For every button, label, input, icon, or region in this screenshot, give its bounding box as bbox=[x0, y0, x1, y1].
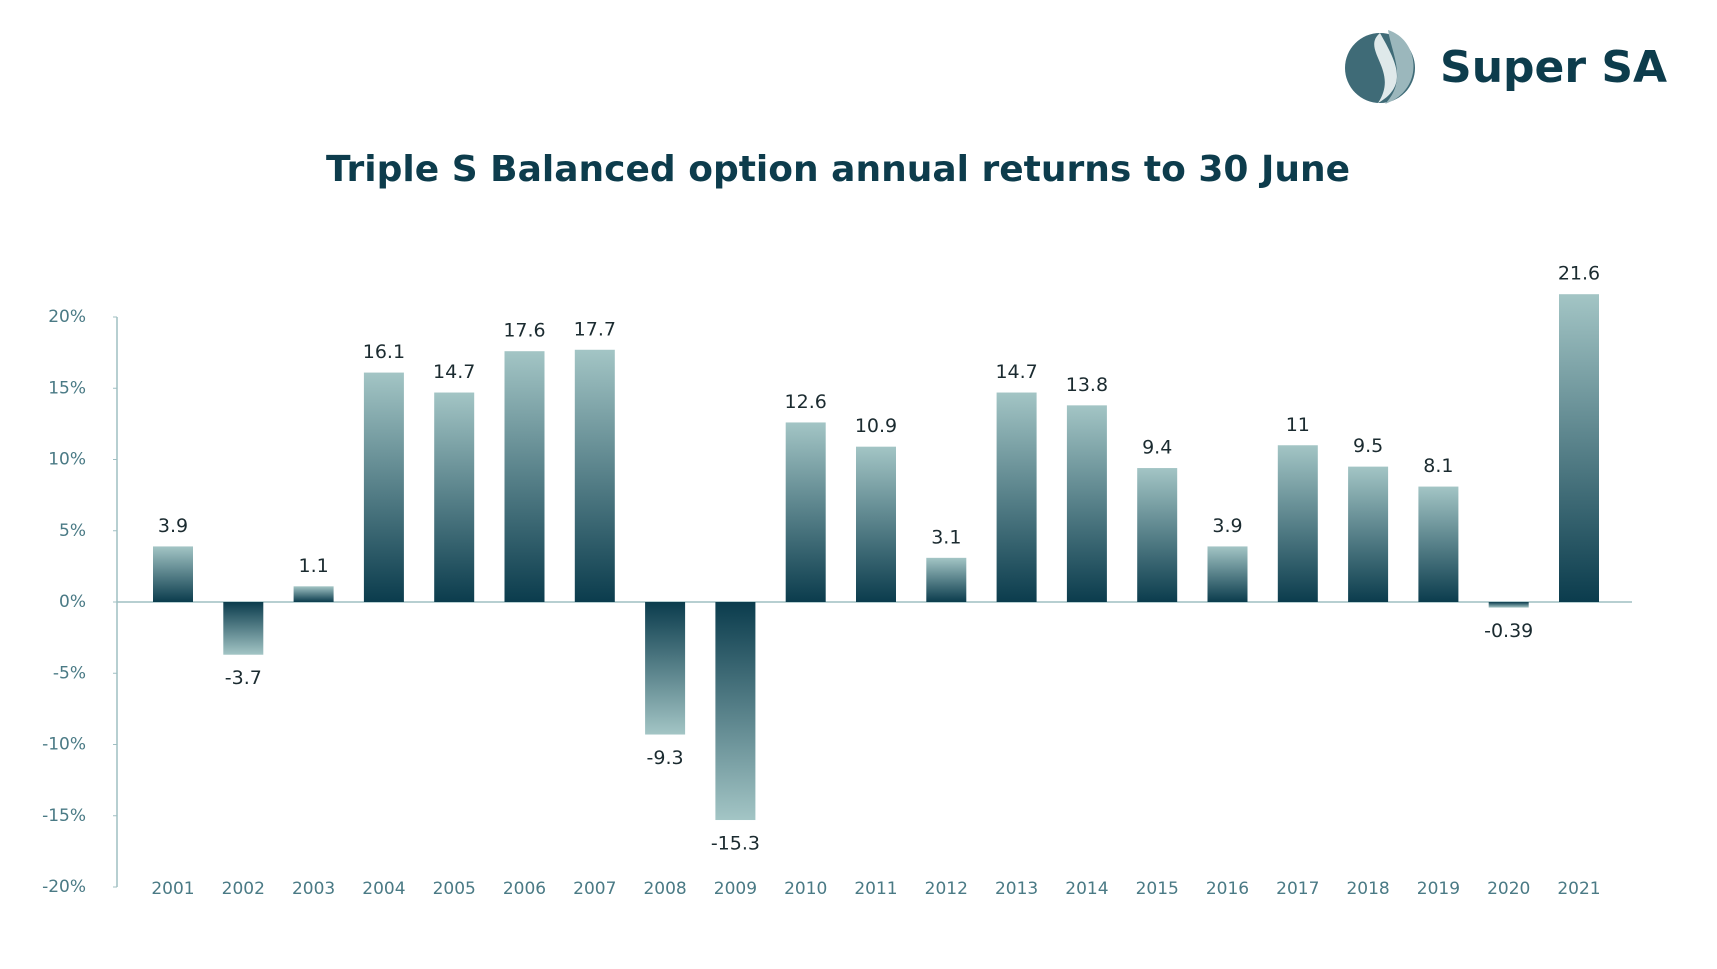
value-label: 17.6 bbox=[503, 320, 545, 342]
y-tick-label: 15% bbox=[48, 378, 86, 398]
bar bbox=[434, 392, 475, 602]
y-tick-label: 5% bbox=[59, 521, 86, 541]
bar bbox=[363, 372, 404, 602]
value-label: 11 bbox=[1286, 414, 1310, 436]
x-tick-label: 2005 bbox=[433, 879, 476, 899]
logo bbox=[1345, 30, 1415, 104]
value-label: 9.5 bbox=[1353, 435, 1383, 457]
value-label: 12.6 bbox=[785, 391, 827, 413]
value-label: -9.3 bbox=[647, 747, 684, 769]
x-tick-label: 2021 bbox=[1557, 879, 1600, 899]
x-tick-label: 2006 bbox=[503, 879, 546, 899]
x-tick-label: 2018 bbox=[1346, 879, 1389, 899]
bar bbox=[223, 602, 264, 655]
bar bbox=[1137, 468, 1178, 602]
bar bbox=[504, 351, 545, 602]
bar bbox=[1207, 546, 1248, 602]
bar bbox=[715, 602, 756, 821]
x-tick-label: 2008 bbox=[643, 879, 686, 899]
value-label: 8.1 bbox=[1423, 455, 1453, 477]
y-tick-label: -15% bbox=[42, 806, 86, 826]
value-label: 16.1 bbox=[363, 341, 405, 363]
x-tick-label: 2001 bbox=[151, 879, 194, 899]
logo-swoosh bbox=[1374, 33, 1397, 103]
value-label: 21.6 bbox=[1558, 263, 1600, 285]
value-label: 10.9 bbox=[855, 415, 897, 437]
bar bbox=[1348, 466, 1389, 602]
value-label: 1.1 bbox=[298, 555, 328, 577]
bar bbox=[926, 557, 967, 602]
x-tick-label: 2017 bbox=[1276, 879, 1319, 899]
value-label: 13.8 bbox=[1066, 374, 1108, 396]
logo-swoosh bbox=[1385, 30, 1414, 104]
value-label: 9.4 bbox=[1142, 437, 1172, 459]
y-tick-label: -5% bbox=[53, 663, 86, 683]
value-label: -3.7 bbox=[225, 667, 262, 689]
value-label: 14.7 bbox=[433, 361, 475, 383]
y-tick-label: 0% bbox=[59, 592, 86, 612]
y-tick-label: -10% bbox=[42, 735, 86, 755]
bar bbox=[293, 586, 334, 602]
x-tick-label: 2010 bbox=[784, 879, 827, 899]
x-tick-label: 2016 bbox=[1206, 879, 1249, 899]
x-tick-label: 2004 bbox=[362, 879, 405, 899]
x-tick-label: 2012 bbox=[925, 879, 968, 899]
x-tick-label: 2007 bbox=[573, 879, 616, 899]
bar bbox=[996, 392, 1037, 602]
bar bbox=[1066, 405, 1107, 602]
x-tick-label: 2015 bbox=[1136, 879, 1179, 899]
value-label: 14.7 bbox=[995, 361, 1037, 383]
bar bbox=[1277, 445, 1318, 602]
x-tick-label: 2019 bbox=[1417, 879, 1460, 899]
x-tick-label: 2014 bbox=[1065, 879, 1108, 899]
value-label: 3.1 bbox=[931, 526, 961, 548]
x-tick-label: 2009 bbox=[714, 879, 757, 899]
value-label: 3.9 bbox=[158, 515, 188, 537]
brand-name: Super SA bbox=[1440, 42, 1667, 93]
chart-title: Triple S Balanced option annual returns … bbox=[326, 149, 1350, 190]
value-label: -15.3 bbox=[711, 833, 760, 855]
bar bbox=[153, 546, 193, 602]
bar bbox=[1559, 294, 1599, 602]
x-tick-label: 2011 bbox=[854, 879, 897, 899]
x-tick-label: 2002 bbox=[222, 879, 265, 899]
bar bbox=[1488, 602, 1529, 608]
bar bbox=[574, 349, 615, 602]
bar bbox=[785, 422, 826, 602]
bar bbox=[645, 602, 686, 735]
bar bbox=[1418, 486, 1459, 602]
value-label: 3.9 bbox=[1212, 515, 1242, 537]
x-tick-label: 2003 bbox=[292, 879, 335, 899]
bar bbox=[856, 446, 896, 602]
value-label: 17.7 bbox=[574, 318, 616, 340]
y-tick-label: 10% bbox=[48, 450, 86, 470]
y-tick-label: -20% bbox=[42, 877, 86, 897]
y-tick-label: 20% bbox=[48, 307, 86, 327]
value-label: -0.39 bbox=[1484, 620, 1533, 642]
x-tick-label: 2013 bbox=[995, 879, 1038, 899]
x-tick-label: 2020 bbox=[1487, 879, 1530, 899]
